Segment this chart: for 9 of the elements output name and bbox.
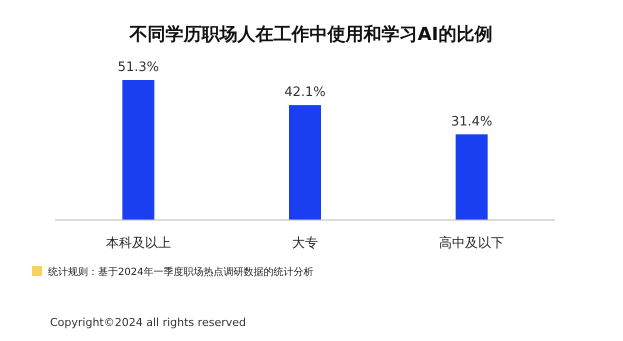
data-label: 42.1% xyxy=(284,85,326,100)
data-label: 51.3% xyxy=(118,60,159,75)
text: Copyright©2024 all rights reserved xyxy=(50,316,246,329)
x-tick-label: 高中及以下 xyxy=(439,235,504,251)
x-tick-label: 大专 xyxy=(292,236,318,251)
data-label: 31.4% xyxy=(451,114,492,130)
chart-title: 不同学历职场人在工作中使用和学习AI的比例 xyxy=(128,24,492,45)
x-tick-label: 本科及以上 xyxy=(106,236,171,251)
text: 统计规则：基于2024年一季度职场热点调研数据的统计分析 xyxy=(48,266,314,278)
